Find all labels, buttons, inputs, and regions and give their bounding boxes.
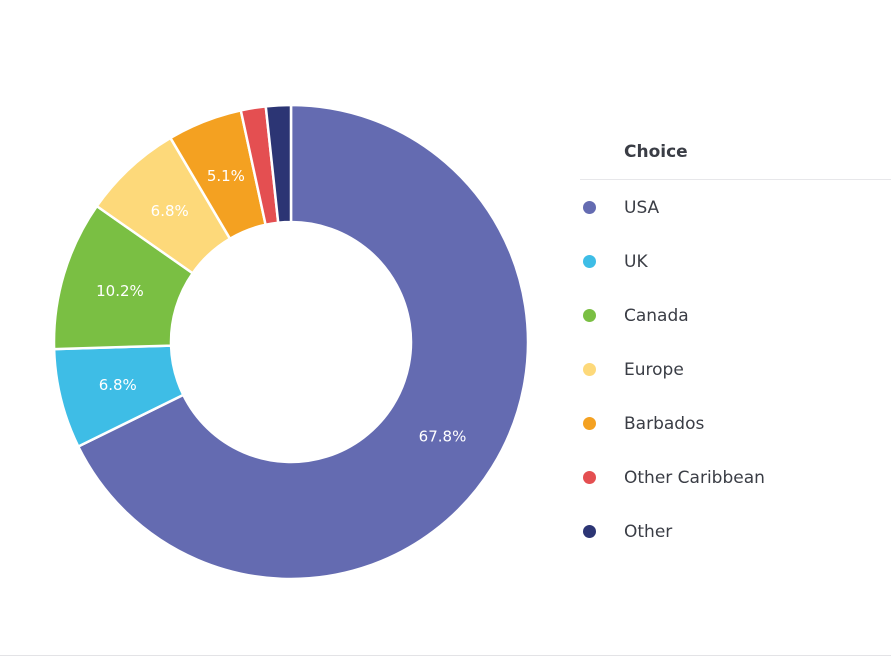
legend-dot-icon (583, 201, 596, 214)
legend-dot-icon (583, 417, 596, 430)
legend-dot-icon (583, 363, 596, 376)
legend-item-usa[interactable]: USA (580, 181, 891, 235)
legend-item-uk[interactable]: UK (580, 235, 891, 289)
legend-items: USA UK Canada Europe Barbados Other Caribbean… (580, 181, 891, 559)
legend-label: Canada (624, 306, 689, 326)
slice-label-canada: 10.2% (96, 282, 144, 300)
slice-label-barbados: 5.1% (207, 167, 245, 185)
slices-group (52, 103, 530, 581)
legend-item-europe[interactable]: Europe (580, 343, 891, 397)
legend-label: UK (624, 252, 648, 272)
legend-dot-icon (583, 471, 596, 484)
legend-item-canada[interactable]: Canada (580, 289, 891, 343)
legend-dot-icon (583, 525, 596, 538)
slice-usa[interactable] (77, 103, 530, 581)
slice-label-usa: 67.8% (419, 427, 467, 445)
legend-label: USA (624, 198, 660, 218)
legend-label: Barbados (624, 414, 705, 434)
legend-item-other-caribbean[interactable]: Other Caribbean (580, 451, 891, 505)
legend-title: Choice (580, 134, 891, 180)
slice-label-uk: 6.8% (99, 376, 137, 394)
legend-label: Other Caribbean (624, 468, 765, 488)
legend-dot-icon (583, 309, 596, 322)
legend-item-other[interactable]: Other (580, 505, 891, 559)
legend-item-barbados[interactable]: Barbados (580, 397, 891, 451)
legend: Choice USA UK Canada Europe Barbados Other Ca… (580, 134, 891, 559)
legend-dot-icon (583, 255, 596, 268)
legend-label: Other (624, 522, 673, 542)
slice-label-europe: 6.8% (151, 202, 189, 220)
slice-other[interactable] (264, 103, 293, 224)
slice-labels-group: 67.8% 6.8% 10.2% 6.8% 5.1% (96, 167, 466, 446)
legend-label: Europe (624, 360, 684, 380)
